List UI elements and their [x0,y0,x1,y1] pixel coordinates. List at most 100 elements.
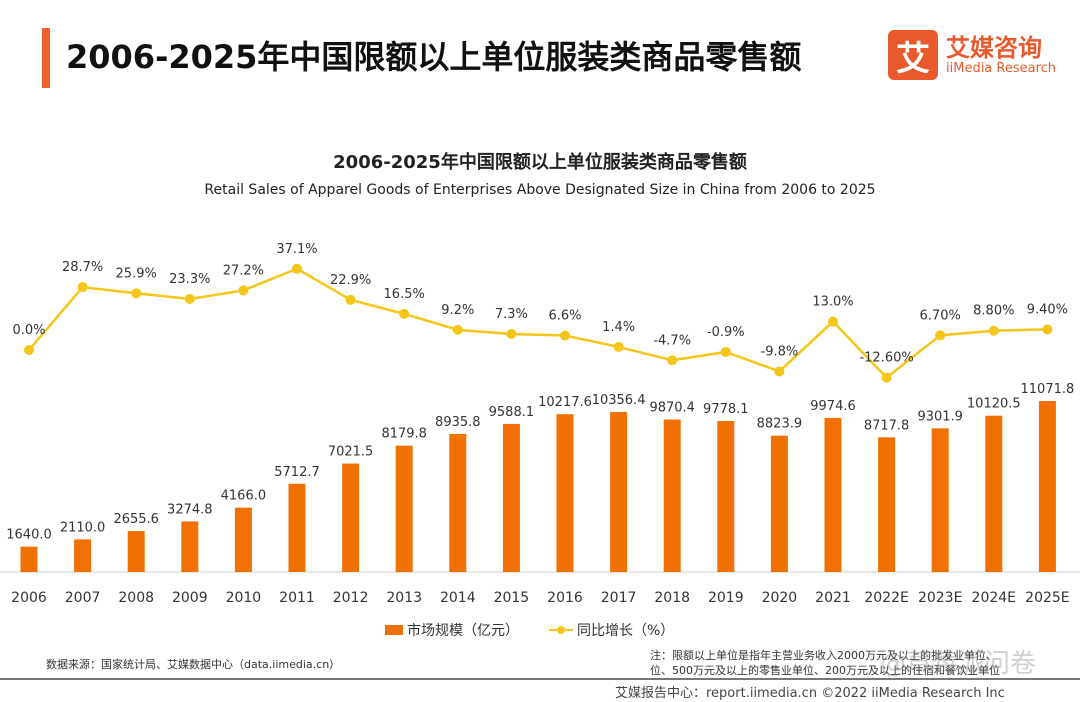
x-tick-label: 2016 [547,590,583,606]
growth-point [560,330,570,341]
bar-label: 2655.6 [113,512,159,527]
growth-point [452,324,463,335]
bar-label: 3274.8 [167,502,213,517]
bar-label: 10356.4 [592,393,646,408]
growth-point [667,355,678,366]
data-source: 数据来源：国家统计局、艾媒数据中心（data.iimedia.cn） [46,658,341,671]
growth-label: 1.4% [602,320,635,335]
chart-subtitle: Retail Sales of Apparel Goods of Enterpr… [204,182,876,198]
footer-report: 艾媒报告中心：report.iimedia.cn ©2022 iiMedia R… [615,686,1005,701]
x-tick-label: 2007 [65,590,101,606]
note-line-2: 位、500万元及以上的零售业单位、200万元及以上的住宿和餐饮业单位 [650,664,1000,677]
bar-label: 8935.8 [435,415,481,430]
growth-label: 28.7% [62,260,103,275]
growth-label: 16.5% [384,287,425,302]
growth-label: 9.2% [441,303,474,318]
growth-point [988,325,999,336]
growth-label: 7.3% [495,307,528,322]
bar [502,423,520,572]
bar-label: 9778.1 [703,402,749,417]
bar [74,539,92,572]
page-title: 2006-2025年中国限额以上单位服装类商品零售额 [66,38,802,76]
growth-label: -0.9% [707,325,745,340]
x-tick-label: 2008 [118,590,154,606]
bar-label: 7021.5 [328,445,374,460]
legend-bar-swatch [385,625,403,635]
bar [985,415,1003,572]
growth-point [238,285,249,296]
note: 注：限额以上单位是指年主营业务收入2000万元及以上的批发业单位、 位、500万元… [650,648,1080,678]
x-tick-label: 2009 [172,590,208,606]
bar [931,428,949,572]
logo-cn: 艾媒咨询 [946,33,1042,62]
growth-label: 9.40% [1027,302,1068,317]
x-tick-label: 2023E [918,590,962,606]
legend: 市场规模（亿元） 同比增长（%） [385,620,674,640]
bar-label: 9870.4 [649,401,695,416]
growth-point [774,366,785,377]
bar [234,507,252,572]
bar [181,521,199,572]
growth-point [131,288,142,299]
growth-label: 8.80% [973,304,1014,319]
bar-label: 9301.9 [917,409,963,424]
bar-label: 9974.6 [810,399,856,414]
iimedia-logo: 艾 艾媒咨询 iiMedia Research [888,30,1056,80]
footer-divider [0,678,1080,680]
bar-label: 11071.8 [1021,382,1075,397]
growth-label: -9.8% [761,344,799,359]
growth-label: 6.6% [548,309,581,324]
bar-label: 9588.1 [489,405,535,420]
x-tick-label: 2021 [815,590,851,606]
legend-line-swatch [549,626,573,634]
bar-label: 2110.0 [60,520,106,535]
bar [342,463,360,572]
x-tick-label: 2017 [601,590,637,606]
logo-mark: 艾 [888,30,938,80]
growth-point [935,330,946,341]
growth-label: 23.3% [169,272,210,287]
bar [717,420,735,572]
x-tick-label: 2022E [864,590,908,606]
x-tick-label: 2025E [1025,590,1069,606]
x-tick-label: 2010 [226,590,262,606]
note-line-1: 注：限额以上单位是指年主营业务收入2000万元及以上的批发业单位、 [650,649,997,662]
growth-line [28,267,1048,380]
growth-point [184,293,195,304]
x-tick-label: 2019 [708,590,744,606]
bar [663,419,681,572]
bar-label: 10120.5 [967,397,1021,412]
bar [127,530,145,572]
growth-label: 37.1% [276,242,317,257]
growth-point [345,294,356,305]
x-tick-label: 2006 [11,590,47,606]
x-tick-label: 2024E [972,590,1016,606]
x-tick-label: 2012 [333,590,369,606]
bar-label: 5712.7 [274,465,320,480]
bar-label: 1640.0 [6,528,52,543]
growth-label: 6.70% [920,308,961,323]
growth-label: 0.0% [12,323,45,338]
legend-bar-label: 市场规模（亿元） [407,623,519,639]
title-accent-bar [42,28,50,88]
legend-line-label: 同比增长（%） [577,623,675,639]
bar [878,437,896,572]
growth-point [613,341,624,352]
bar [20,546,38,572]
growth-point [292,263,302,274]
bar [288,483,306,572]
x-tick-label: 2014 [440,590,476,606]
bar-label: 8179.8 [381,427,427,442]
bar-label: 8717.8 [864,418,910,433]
bar [556,414,574,572]
x-tick-label: 2013 [386,590,422,606]
growth-point [828,316,838,327]
bar [610,412,628,572]
growth-point [1042,324,1053,335]
x-tick-label: 2011 [279,590,315,606]
logo-en: iiMedia Research [946,60,1057,76]
growth-point [881,372,892,383]
watermark: @草莓派问卷 [880,649,1037,679]
bar-label: 10217.6 [538,395,592,410]
